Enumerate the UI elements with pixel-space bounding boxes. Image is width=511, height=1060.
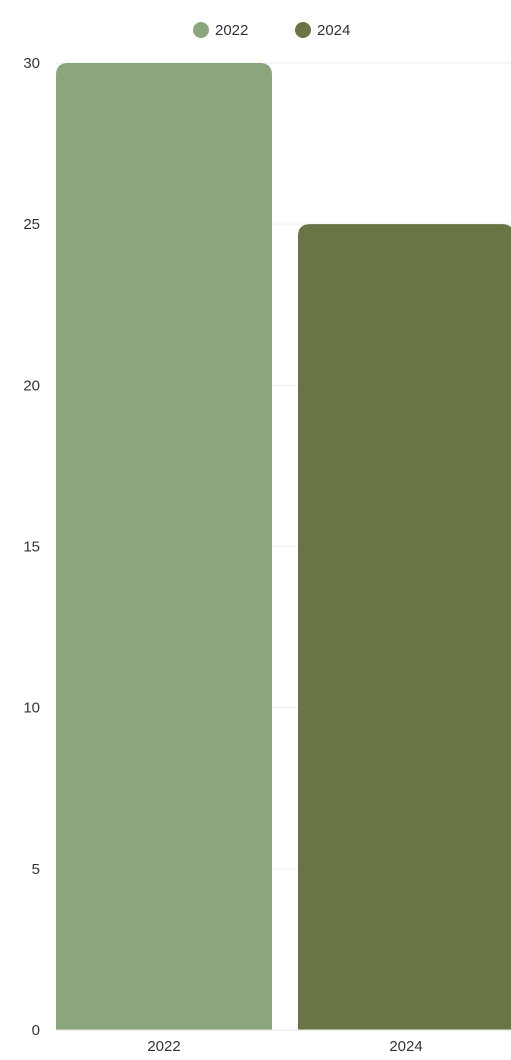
y-tick-label: 20 — [23, 377, 40, 394]
legend-item-2024[interactable]: 2024 — [295, 22, 350, 39]
bar-2024[interactable] — [298, 224, 511, 1030]
bars — [56, 63, 511, 1030]
y-tick-label: 30 — [23, 55, 40, 72]
x-tick-label: 2022 — [147, 1038, 180, 1055]
bar-2022[interactable] — [56, 63, 272, 1030]
y-tick-label: 0 — [32, 1022, 40, 1039]
legend-swatch — [295, 22, 311, 38]
legend-label: 2024 — [317, 22, 350, 39]
legend-label: 2022 — [215, 22, 248, 39]
y-tick-label: 5 — [32, 861, 40, 878]
x-tick-label: 2024 — [389, 1038, 422, 1055]
legend-swatch — [193, 22, 209, 38]
y-tick-label: 15 — [23, 539, 40, 556]
legend: 2022 2024 — [193, 22, 350, 39]
legend-item-2022[interactable]: 2022 — [193, 22, 248, 39]
y-tick-label: 10 — [23, 700, 40, 717]
axes: 0 5 10 15 20 25 30 2022 2024 — [23, 55, 511, 1055]
y-tick-label: 25 — [23, 216, 40, 233]
